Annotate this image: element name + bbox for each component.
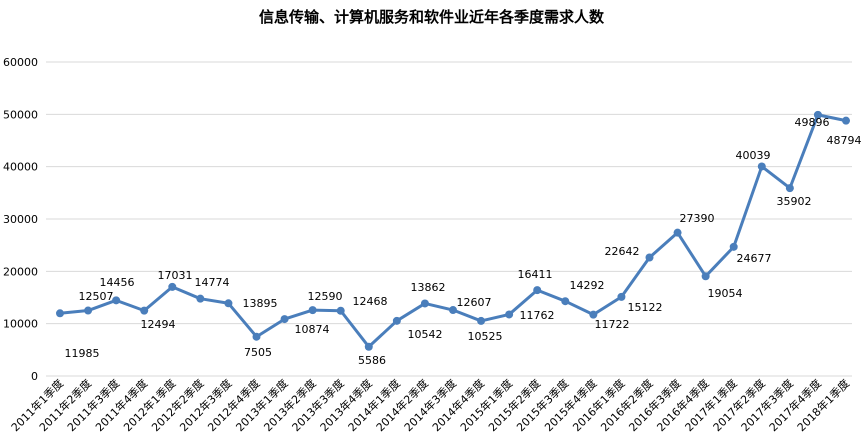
data-point bbox=[449, 306, 457, 315]
data-point bbox=[308, 306, 317, 315]
data-point bbox=[392, 316, 401, 325]
data-label: 12507 bbox=[79, 290, 114, 303]
data-point bbox=[645, 253, 654, 262]
data-label: 12590 bbox=[308, 290, 343, 303]
data-point bbox=[533, 286, 542, 295]
y-tick-label: 50000 bbox=[3, 108, 38, 121]
data-label: 35902 bbox=[777, 195, 812, 208]
data-label: 12494 bbox=[141, 318, 176, 331]
data-label: 14456 bbox=[100, 276, 135, 289]
data-label: 24677 bbox=[737, 252, 772, 265]
y-tick-label: 10000 bbox=[3, 318, 38, 331]
data-label: 48794 bbox=[827, 134, 862, 147]
data-point bbox=[280, 315, 289, 324]
data-point bbox=[56, 309, 64, 318]
data-point bbox=[617, 292, 626, 301]
data-point bbox=[813, 110, 822, 119]
data-label: 12607 bbox=[457, 296, 492, 309]
data-point bbox=[729, 242, 738, 251]
data-label: 27390 bbox=[680, 212, 715, 225]
y-tick-label: 20000 bbox=[3, 265, 38, 278]
data-label: 10525 bbox=[468, 330, 503, 343]
data-point bbox=[140, 306, 149, 315]
data-point bbox=[168, 282, 177, 291]
y-tick-label: 0 bbox=[31, 370, 38, 383]
data-label: 19054 bbox=[708, 287, 743, 300]
data-label: 10542 bbox=[408, 328, 443, 341]
data-label: 13895 bbox=[243, 297, 278, 310]
data-label: 13862 bbox=[411, 281, 446, 294]
data-point bbox=[842, 116, 850, 125]
data-label: 16411 bbox=[518, 268, 553, 281]
data-point bbox=[701, 272, 710, 281]
data-label: 10874 bbox=[295, 323, 330, 336]
data-label: 11985 bbox=[65, 347, 100, 360]
data-point bbox=[224, 299, 233, 308]
chart-title: 信息传输、计算机服务和软件业近年各季度需求人数 bbox=[258, 8, 604, 26]
y-tick-label: 60000 bbox=[3, 56, 38, 69]
data-label: 7505 bbox=[244, 346, 272, 359]
data-point bbox=[420, 299, 429, 308]
data-point bbox=[589, 310, 598, 319]
data-point bbox=[364, 342, 373, 351]
data-label: 22642 bbox=[605, 245, 640, 258]
data-point bbox=[252, 332, 261, 341]
data-label: 15122 bbox=[628, 301, 663, 314]
y-tick-label: 30000 bbox=[3, 213, 38, 226]
data-point bbox=[477, 316, 486, 325]
data-point bbox=[84, 306, 93, 315]
y-tick-label: 40000 bbox=[3, 161, 38, 174]
data-label: 5586 bbox=[358, 354, 386, 367]
data-point bbox=[785, 184, 794, 193]
data-point bbox=[336, 306, 345, 315]
data-point bbox=[561, 297, 570, 306]
data-point bbox=[673, 228, 682, 237]
data-point bbox=[196, 294, 205, 303]
data-label: 17031 bbox=[158, 269, 193, 282]
data-label: 14292 bbox=[570, 279, 605, 292]
data-point bbox=[757, 162, 766, 171]
data-label: 12468 bbox=[353, 295, 388, 308]
data-label: 49896 bbox=[795, 116, 830, 129]
data-label: 14774 bbox=[195, 276, 230, 289]
data-label: 40039 bbox=[736, 149, 771, 162]
data-point bbox=[505, 310, 514, 319]
data-point bbox=[112, 296, 121, 305]
data-label: 11722 bbox=[595, 318, 630, 331]
data-label: 11762 bbox=[520, 309, 555, 322]
